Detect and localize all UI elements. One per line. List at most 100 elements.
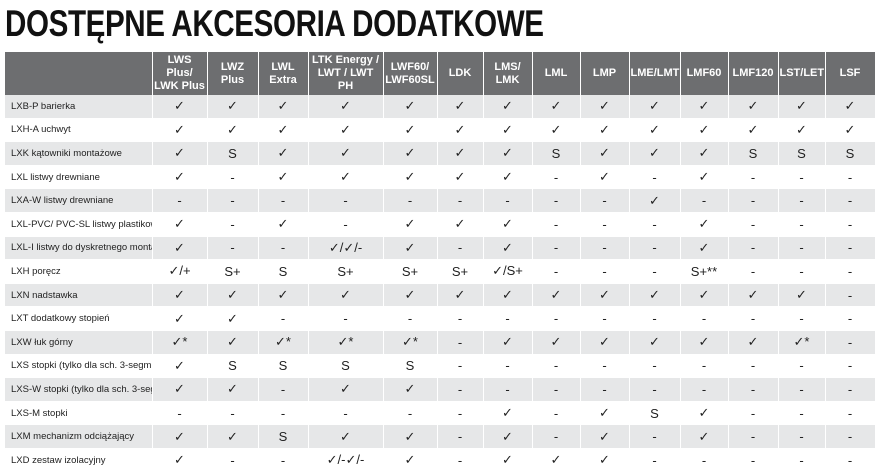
cell: ✓: [152, 306, 208, 331]
cell: ✓: [437, 118, 484, 143]
cell: ✓: [258, 212, 309, 237]
table-row: LXD zestaw izolacyjny ✓ - - ✓/-✓/- ✓ - ✓ ✓ ✓ - - - - -: [5, 448, 876, 473]
cell: -: [728, 354, 779, 379]
cell: -: [383, 401, 438, 426]
row-label: LXL-PVC/ PVC-SL listwy plastikowe: [5, 212, 153, 237]
cell: -: [532, 188, 581, 213]
cell: -: [778, 354, 826, 379]
table-row: LXL-I listwy do dyskretnego montażu ✓ - - ✓/…: [5, 236, 876, 261]
table-row: LXH poręcz ✓/+ S+ S S+ S+ S+ ✓/S+ - - - S+** - - -: [5, 259, 876, 284]
cell: -: [629, 259, 681, 284]
cell: ✓*: [778, 330, 826, 355]
cell: ✓: [580, 118, 630, 143]
cell: ✓: [437, 95, 484, 119]
cell: -: [532, 165, 581, 190]
table-row: LXN nadstawka ✓ ✓ ✓ ✓ ✓ ✓ ✓ ✓ ✓ ✓ ✓ ✓ ✓ -: [5, 283, 876, 308]
table-row: LXL-PVC/ PVC-SL listwy plastikowe ✓ - ✓ - ✓ ✓ ✓…: [5, 212, 876, 237]
cell: -: [437, 354, 484, 379]
cell: -: [825, 377, 876, 402]
cell: -: [383, 188, 438, 213]
cell: ✓: [483, 95, 533, 119]
cell: -: [308, 306, 384, 331]
cell: ✓: [580, 165, 630, 190]
cell: ✓: [483, 401, 533, 426]
cell: -: [437, 188, 484, 213]
table-body: LXB-P barierka ✓ ✓ ✓ ✓ ✓ ✓ ✓ ✓ ✓ ✓ ✓ ✓ ✓ ✓ LXH-A uchwyt…: [5, 95, 876, 473]
cell: ✓: [629, 95, 681, 119]
cell: ✓: [152, 165, 208, 190]
cell: S: [778, 141, 826, 166]
cell: ✓: [258, 118, 309, 143]
cell: -: [728, 212, 779, 237]
row-label: LXM mechanizm odciążający: [5, 424, 153, 449]
cell: S+: [207, 259, 259, 284]
cell: -: [437, 377, 484, 402]
cell: ✓/S+: [483, 259, 533, 284]
cell: ✓: [308, 283, 384, 308]
row-label: LXN nadstawka: [5, 283, 153, 308]
cell: ✓: [532, 330, 581, 355]
cell: ✓: [152, 283, 208, 308]
cell: -: [728, 401, 779, 426]
cell: -: [680, 306, 729, 331]
header-corner: [5, 52, 153, 95]
cell: ✓: [629, 283, 681, 308]
table-row: LXH-A uchwyt ✓ ✓ ✓ ✓ ✓ ✓ ✓ ✓ ✓ ✓ ✓ ✓ ✓ ✓: [5, 118, 876, 143]
cell: ✓: [580, 448, 630, 473]
cell: S: [258, 424, 309, 449]
cell: -: [680, 448, 729, 473]
cell: -: [629, 212, 681, 237]
cell: ✓: [825, 95, 876, 119]
cell: ✓: [383, 95, 438, 119]
table-row: LXS stopki (tylko dla sch. 3-segm.) ✓ S S S S…: [5, 354, 876, 379]
cell: -: [728, 188, 779, 213]
cell: ✓: [258, 95, 309, 119]
cell: S: [207, 141, 259, 166]
cell: -: [778, 236, 826, 261]
cell: -: [825, 424, 876, 449]
cell: ✓: [308, 424, 384, 449]
cell: -: [207, 401, 259, 426]
cell: ✓: [680, 118, 729, 143]
cell: -: [258, 188, 309, 213]
cell: S+: [308, 259, 384, 284]
cell: ✓: [207, 283, 259, 308]
cell: ✓: [778, 118, 826, 143]
cell: -: [258, 401, 309, 426]
cell: -: [437, 448, 484, 473]
cell: ✓: [680, 212, 729, 237]
cell: -: [825, 165, 876, 190]
cell: -: [258, 236, 309, 261]
cell: ✓: [308, 118, 384, 143]
cell: ✓: [728, 283, 779, 308]
cell: -: [437, 401, 484, 426]
cell: ✓: [383, 165, 438, 190]
cell: ✓: [680, 401, 729, 426]
cell: ✓: [207, 95, 259, 119]
cell: -: [532, 212, 581, 237]
cell: S: [258, 259, 309, 284]
cell: -: [483, 188, 533, 213]
cell: -: [207, 212, 259, 237]
row-label: LXA-W listwy drewniane: [5, 188, 153, 213]
table-row: LXL listwy drewniane ✓ - ✓ ✓ ✓ ✓ ✓ - ✓ - ✓ - - -: [5, 165, 876, 190]
cell: ✓/✓/-: [308, 236, 384, 261]
row-label: LXL-I listwy do dyskretnego montażu: [5, 236, 153, 261]
cell: ✓: [308, 165, 384, 190]
cell: ✓: [308, 141, 384, 166]
cell: ✓*: [258, 330, 309, 355]
cell: -: [680, 354, 729, 379]
cell: ✓: [152, 424, 208, 449]
cell: -: [308, 212, 384, 237]
cell: -: [207, 236, 259, 261]
cell: -: [437, 236, 484, 261]
title: DOSTĘPNE AKCESORIA DODATKOWE: [5, 3, 544, 44]
cell: ✓: [629, 141, 681, 166]
cell: ✓: [258, 141, 309, 166]
cell: -: [825, 283, 876, 308]
cell: ✓: [483, 448, 533, 473]
column-header: LML: [532, 52, 581, 95]
cell: -: [207, 188, 259, 213]
cell: ✓: [383, 448, 438, 473]
cell: -: [532, 377, 581, 402]
